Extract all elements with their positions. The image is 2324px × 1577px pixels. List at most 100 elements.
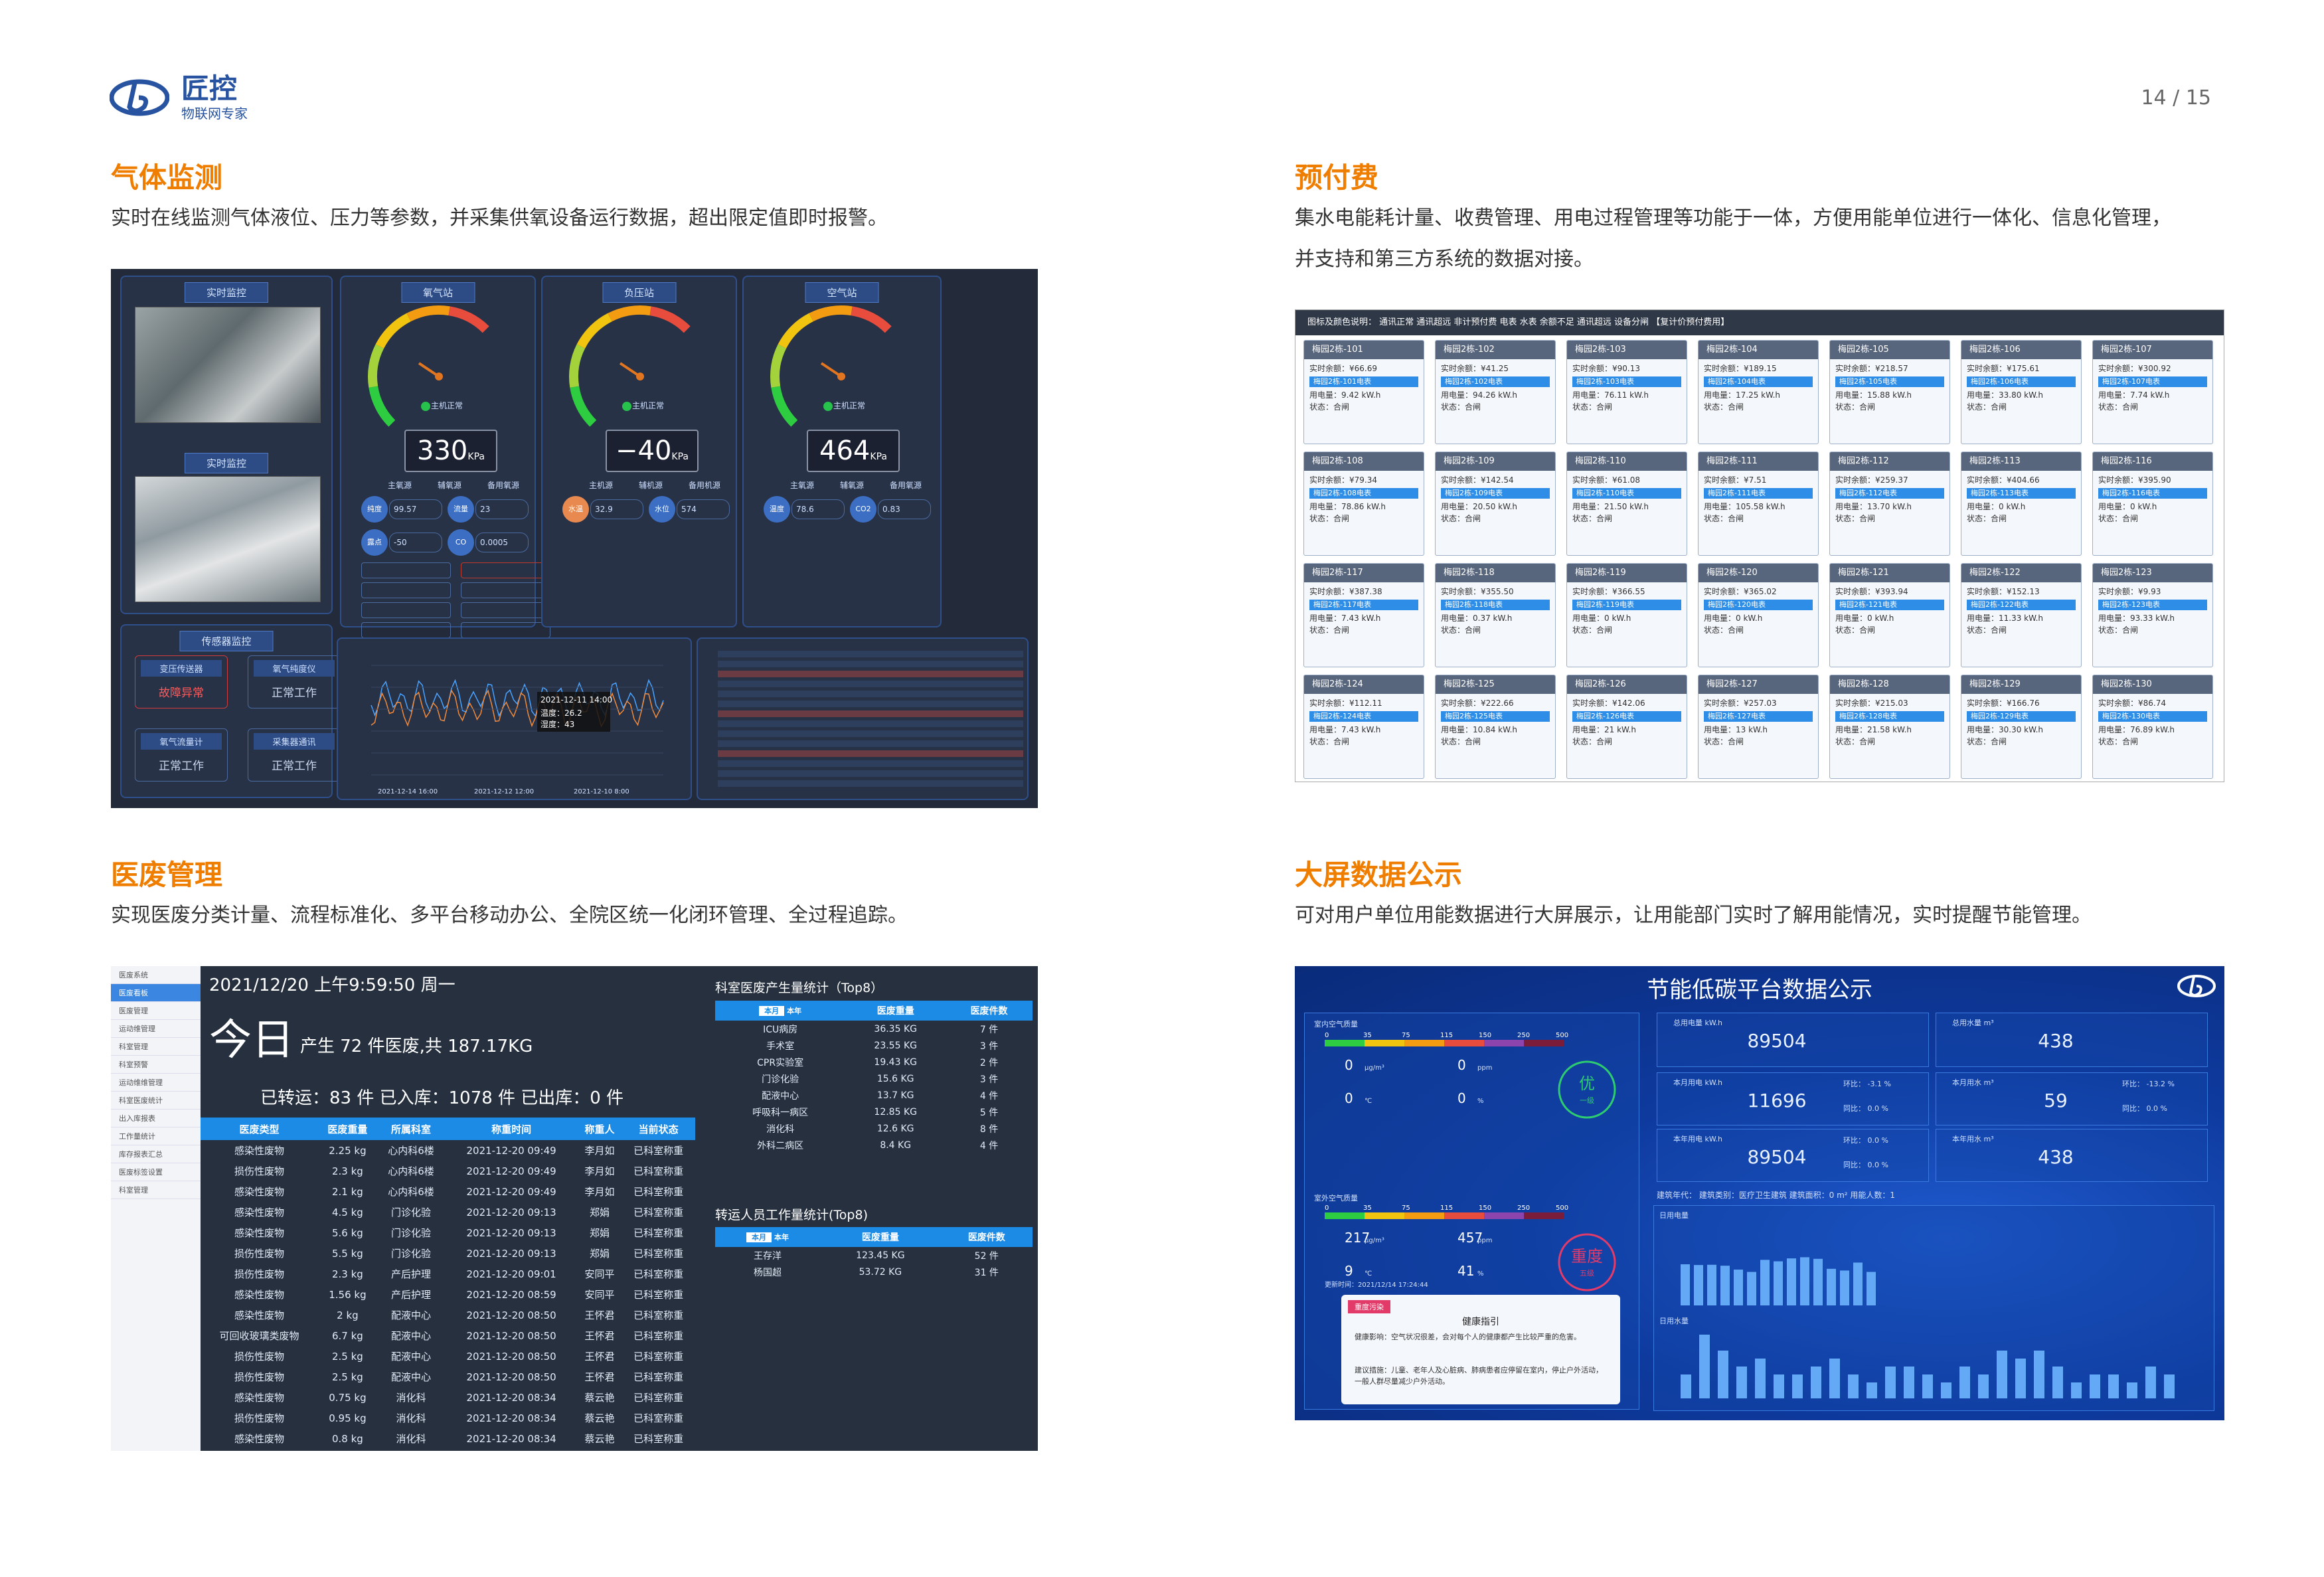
meter-card[interactable]: 梅园2栋-126 实时余额：¥142.06 梅园2栋-126电表 用电量：21 kW.…: [1566, 675, 1687, 779]
meter-card[interactable]: 梅园2栋-101 实时余额：¥66.69 梅园2栋-101电表 用电量：9.42 kW…: [1303, 340, 1424, 444]
host-status: 主机正常: [833, 401, 866, 410]
sensor-card[interactable]: 氧气流量计 正常工作: [135, 728, 228, 782]
camera-feed-2[interactable]: [135, 476, 321, 602]
svg-text:0: 0: [1457, 1057, 1466, 1073]
meter-card[interactable]: 梅园2栋-127 实时余额：¥257.03 梅园2栋-127电表 用电量：13 kW.…: [1698, 675, 1819, 779]
meter-card[interactable]: 梅园2栋-102 实时余额：¥41.25 梅园2栋-102电表 用电量：94.26 k…: [1435, 340, 1556, 444]
svg-text:℃: ℃: [1365, 1098, 1372, 1105]
sidebar-item[interactable]: 科室预警: [111, 1056, 201, 1074]
svg-text:0: 0: [1457, 1090, 1466, 1106]
table-row: 感染性废物 1.56 kg 产后护理 2021-12-20 08:59 安同平 已科室称重: [234, 1288, 684, 1301]
air-quality-panel: 室内空气质量 室外空气质量 0 35 75 115 150 250 500 优一级 0 μg/m³…: [1304, 1013, 1639, 1410]
meter-card[interactable]: 梅园2栋-113 实时余额：¥404.66 梅园2栋-113电表 用电量：0 kW.h…: [1961, 452, 2082, 556]
alarm-indicator: [461, 602, 550, 618]
med-datetime: 2021/12/20 上午9:59:50 周一: [209, 975, 456, 995]
table-row: 王存洋 123.45 KG 52 件: [754, 1250, 999, 1262]
meter-card[interactable]: 梅园2栋-125 实时余额：¥222.66 梅园2栋-125电表 用电量：10.84 …: [1435, 675, 1556, 779]
meter-card[interactable]: 梅园2栋-106 实时余额：¥175.61 梅园2栋-106电表 用电量：33.80 …: [1961, 340, 2082, 444]
meter-card[interactable]: 梅园2栋-117 实时余额：¥387.38 梅园2栋-117电表 用电量：7.43 k…: [1303, 563, 1424, 667]
sidebar-item[interactable]: 库存报表汇总: [111, 1145, 201, 1163]
station-panel: 空气站 主机正常 464KPa 主氧源 辅氧源 备用氧源 温度 78.6 CO2 0.83: [742, 276, 942, 627]
sidebar-item[interactable]: 科室管理: [111, 1181, 201, 1199]
pressure-gauge: [770, 305, 892, 427]
table-row: 感染性废物 5.6 kg 门诊化验 2021-12-20 09:13 郑娟 已科室称重: [234, 1226, 684, 1240]
sidebar-item[interactable]: 工作量统计: [111, 1127, 201, 1145]
kpi-card: 总用水量 m³ 438: [1936, 1013, 2208, 1067]
sensor-card[interactable]: 采集器通讯 正常工作: [248, 728, 341, 782]
alarm-indicator: [461, 622, 550, 638]
station-title: 负压站: [602, 282, 677, 303]
sidebar-item[interactable]: 运动维维管理: [111, 1074, 201, 1092]
meter-card[interactable]: 梅园2栋-105 实时余额：¥218.57 梅园2栋-105电表 用电量：15.88 …: [1829, 340, 1950, 444]
staff-table-title: 转运人员工作量统计(Top8): [715, 1208, 868, 1222]
meter-card[interactable]: 梅园2栋-123 实时余额：¥9.93 梅园2栋-123电表 用电量：93.33 kW…: [2092, 563, 2213, 667]
camera-feed-1[interactable]: [135, 307, 321, 423]
pressure-readout: 330KPa: [404, 430, 497, 472]
svg-text:457: 457: [1457, 1230, 1483, 1246]
meter-card[interactable]: 梅园2栋-121 实时余额：¥393.94 梅园2栋-121电表 用电量：0 kW.h…: [1829, 563, 1950, 667]
table-row: ICU病房 36.35 KG 7 件: [763, 1023, 999, 1035]
metric-badge: 温度: [764, 496, 790, 523]
meter-card[interactable]: 梅园2栋-104 实时余额：¥189.15 梅园2栋-104电表 用电量：17.25 …: [1698, 340, 1819, 444]
svg-text:41: 41: [1457, 1263, 1474, 1279]
pressure-gauge: [569, 305, 691, 427]
meter-card[interactable]: 梅园2栋-107 实时余额：¥300.92 梅园2栋-107电表 用电量：7.74 k…: [2092, 340, 2213, 444]
table-row: 损伤性废物 2.3 kg 心内科6楼 2021-12-20 09:49 李月如 已科室称重: [234, 1165, 684, 1178]
pressure-readout: 464KPa: [807, 430, 900, 472]
temp-trend-panel: 2021-12-11 14:00 温度：26.2 湿度：43 2021-12-1…: [337, 637, 692, 800]
sensor-card[interactable]: 氧气纯度仪 正常工作: [248, 655, 341, 708]
meter-card[interactable]: 梅园2栋-116 实时余额：¥395.90 梅园2栋-116电表 用电量：0 kW.h…: [2092, 452, 2213, 556]
sidebar-item[interactable]: 科室管理: [111, 1038, 201, 1056]
station-title: 氧气站: [400, 282, 475, 303]
meter-card[interactable]: 梅园2栋-130 实时余额：¥86.74 梅园2栋-130电表 用电量：76.89 k…: [2092, 675, 2213, 779]
daily-bars: [1681, 1257, 2175, 1398]
meter-card[interactable]: 梅园2栋-129 实时余额：¥166.76 梅园2栋-129电表 用电量：30.30 …: [1961, 675, 2082, 779]
svg-text:35: 35: [1363, 1204, 1372, 1212]
metric-value: 0.83: [878, 499, 931, 519]
metric-value: 32.9: [590, 499, 643, 519]
sidebar-item[interactable]: 医废看板: [111, 984, 201, 1002]
meter-card[interactable]: 梅园2栋-119 实时余额：¥366.55 梅园2栋-119电表 用电量：0 kW.h…: [1566, 563, 1687, 667]
svg-text:%: %: [1477, 1270, 1484, 1278]
table-row: 呼吸科一病区 12.85 KG 5 件: [752, 1106, 999, 1118]
metric-badge: 纯度: [361, 496, 388, 523]
sidebar-item[interactable]: 医废管理: [111, 1002, 201, 1020]
meter-card[interactable]: 梅园2栋-109 实时余额：¥142.54 梅园2栋-109电表 用电量：20.50 …: [1435, 452, 1556, 556]
table-row: 配液中心 13.7 KG 4 件: [762, 1090, 999, 1102]
meter-card[interactable]: 梅园2栋-110 实时余额：¥61.08 梅园2栋-110电表 用电量：21.50 k…: [1566, 452, 1687, 556]
table-row: 感染性废物 4.5 kg 门诊化验 2021-12-20 09:13 郑娟 已科室称重: [234, 1206, 684, 1219]
meter-card[interactable]: 梅园2栋-120 实时余额：¥365.02 梅园2栋-120电表 用电量：0 kW.h…: [1698, 563, 1819, 667]
sidebar-item[interactable]: 科室医废统计: [111, 1092, 201, 1110]
brand-mark-icon: [2177, 975, 2216, 997]
sidebar-item[interactable]: 医废系统: [111, 966, 201, 984]
gas-desc: 实时在线监测气体液位、压力等参数，并采集供氧设备运行数据，超出限定值即时报警。: [111, 207, 888, 230]
meter-card[interactable]: 梅园2栋-111 实时余额：¥7.51 梅园2栋-111电表 用电量：105.58 k…: [1698, 452, 1819, 556]
sidebar-item[interactable]: 医废标签设置: [111, 1163, 201, 1181]
meter-card[interactable]: 梅园2栋-103 实时余额：¥90.13 梅园2栋-103电表 用电量：76.11 k…: [1566, 340, 1687, 444]
meter-card[interactable]: 梅园2栋-122 实时余额：¥152.13 梅园2栋-122电表 用电量：11.33 …: [1961, 563, 2082, 667]
svg-text:五级: 五级: [1580, 1269, 1594, 1278]
kpi-card: 本月用水 m³ 59 环比： -13.2 % 同比： 0.0 %: [1936, 1072, 2208, 1125]
tooltip-hum: 湿度：43: [540, 720, 575, 729]
sidebar-item[interactable]: 出入库报表: [111, 1110, 201, 1127]
metric-badge: 水温: [562, 496, 589, 523]
meter-card[interactable]: 梅园2栋-128 实时余额：¥215.03 梅园2栋-128电表 用电量：21.58 …: [1829, 675, 1950, 779]
svg-text:0: 0: [1325, 1032, 1329, 1039]
sidebar-item[interactable]: 运动维管理: [111, 1020, 201, 1038]
metric-value: -50: [389, 533, 442, 552]
sensor-card[interactable]: 变压传送器 故障异常: [135, 655, 228, 708]
live-title-2: 实时监控: [184, 453, 269, 473]
meter-card[interactable]: 梅园2栋-124 实时余额：¥112.11 梅园2栋-124电表 用电量：7.43 k…: [1303, 675, 1424, 779]
meter-card[interactable]: 梅园2栋-118 实时余额：¥355.50 梅园2栋-118电表 用电量：0.37 k…: [1435, 563, 1556, 667]
meter-card[interactable]: 梅园2栋-112 实时余额：¥259.37 梅园2栋-112电表 用电量：13.70 …: [1829, 452, 1950, 556]
svg-text:一级: 一级: [1580, 1096, 1594, 1105]
x-tick-2: 2021-12-12 12:00: [474, 788, 535, 795]
svg-text:115: 115: [1440, 1204, 1453, 1212]
meter-card[interactable]: 梅园2栋-108 实时余额：¥79.34 梅园2栋-108电表 用电量：78.86 k…: [1303, 452, 1424, 556]
svg-text:250: 250: [1517, 1204, 1530, 1212]
brand-logo: 匠控 物联网专家: [110, 73, 248, 122]
big-desc: 可对用户单位用能数据进行大屏展示，让用能部门实时了解用能情况，实时提醒节能管理。: [1295, 904, 2092, 927]
daily-power-label: 日用电量: [1659, 1211, 1689, 1220]
alarm-indicator: [361, 562, 451, 578]
table-row: 感染性废物 0.8 kg 消化科 2021-12-20 08:34 蔡云艳 已科室称重: [234, 1432, 684, 1446]
